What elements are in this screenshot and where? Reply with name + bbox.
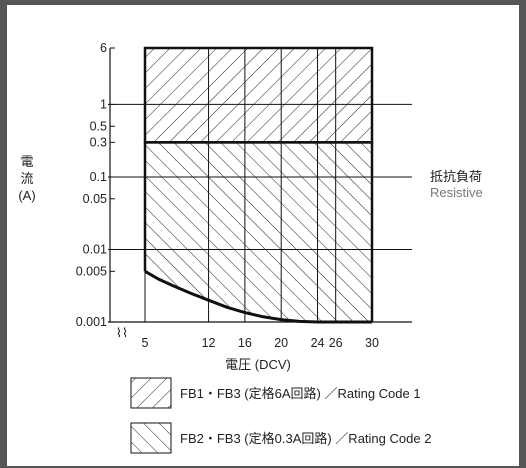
x-axis-label: 電圧 (DCV) [225,357,291,372]
y-axis-label-char-1: 電 [20,154,33,169]
y-tick-label: 1 [100,97,107,111]
region-rating-code-2 [145,142,372,322]
y-tick-label: 0.5 [90,119,107,133]
y-axis-label-unit: (A) [18,188,35,203]
y-tick-label: 0.05 [83,192,107,206]
y-tick-label: 0.3 [90,135,107,149]
y-tick-label: 0.01 [83,242,107,256]
annotation-jp: 抵抗負荷 [430,169,482,184]
x-tick-label: 24 [311,336,325,350]
x-tick-label: 16 [238,336,252,350]
y-tick-label: 6 [100,41,107,55]
y-tick-label: 0.1 [90,170,107,184]
legend-label-rating-code-2: FB2・FB3 (定格0.3A回路) ／Rating Code 2 [180,431,431,446]
annotation-en: Resistive [430,185,483,200]
legend-swatch-rating-code-2 [130,422,172,454]
x-tick-label: 5 [142,336,149,350]
region-rating-code-1 [145,48,372,143]
x-tick-label: 12 [202,336,216,350]
legend-swatch-rating-code-1 [130,377,172,409]
x-tick-label: 20 [274,336,288,350]
rating-regions [143,46,374,324]
x-tick-label: 30 [365,336,379,350]
y-tick-label: 0.001 [76,315,107,329]
x-tick-label: 26 [329,336,343,350]
axes [108,47,412,323]
axis-break-symbol: ⌇⌇ [116,326,128,340]
legend-label-rating-code-1: FB1・FB3 (定格6A回路) ／Rating Code 1 [180,386,421,401]
y-tick-label: 0.005 [76,264,107,278]
legend: FB1・FB3 (定格6A回路) ／Rating Code 1 FB2・FB3 … [130,377,431,454]
y-axis-label-char-2: 流 [20,171,33,186]
